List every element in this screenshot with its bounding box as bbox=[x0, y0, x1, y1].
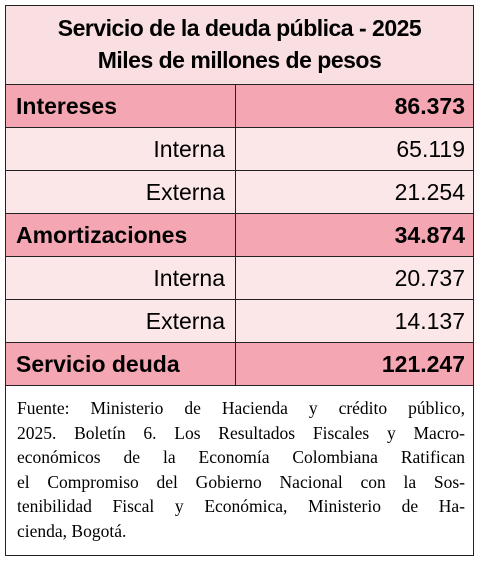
title-line: Miles de millones de pesos bbox=[97, 47, 382, 73]
row-label: Interna bbox=[6, 128, 236, 170]
row-label: Interna bbox=[6, 257, 236, 299]
table-title: Servicio de la deuda pública - 2025 Mile… bbox=[6, 6, 473, 85]
row-label: Externa bbox=[6, 300, 236, 342]
row-value: 14.137 bbox=[394, 307, 465, 334]
table-row: Interna 20.737 bbox=[6, 257, 473, 300]
row-value: 34.874 bbox=[394, 221, 465, 248]
table-row: Intereses 86.373 bbox=[6, 85, 473, 128]
row-value: 21.254 bbox=[394, 178, 465, 205]
title-line: Servicio de la deuda pública - 2025 bbox=[57, 15, 422, 41]
source-line: Fuente: Ministerio de Hacienda y crédito… bbox=[17, 398, 465, 418]
row-label: Servicio deuda bbox=[6, 343, 236, 385]
table-row: Externa 14.137 bbox=[6, 300, 473, 343]
source-line: tenibilidad Fiscal y Económica, Minister… bbox=[17, 496, 465, 516]
row-value: 121.247 bbox=[381, 350, 465, 377]
row-value: 65.119 bbox=[396, 135, 465, 162]
row-value: 86.373 bbox=[394, 92, 465, 119]
source-line: cienda, Bogotá. bbox=[17, 520, 127, 541]
source-note: Fuente: Ministerio de Hacienda y crédito… bbox=[6, 386, 473, 555]
table-row: Amortizaciones 34.874 bbox=[6, 214, 473, 257]
row-label: Externa bbox=[6, 171, 236, 213]
source-line: el Compromiso del Gobierno Nacional con … bbox=[17, 471, 465, 492]
table-row: Externa 21.254 bbox=[6, 171, 473, 214]
table-row: Servicio deuda 121.247 bbox=[6, 343, 473, 386]
row-label: Intereses bbox=[6, 85, 236, 127]
table-row: Interna 65.119 bbox=[6, 128, 473, 171]
row-label: Amortizaciones bbox=[6, 214, 236, 256]
source-line: económicos de la Economía Colombiana Rat… bbox=[17, 447, 465, 467]
row-value: 20.737 bbox=[394, 264, 465, 291]
source-line: 2025. Boletín 6. Los Resultados Fiscales… bbox=[17, 422, 465, 443]
table-card: Servicio de la deuda pública - 2025 Mile… bbox=[5, 5, 474, 556]
